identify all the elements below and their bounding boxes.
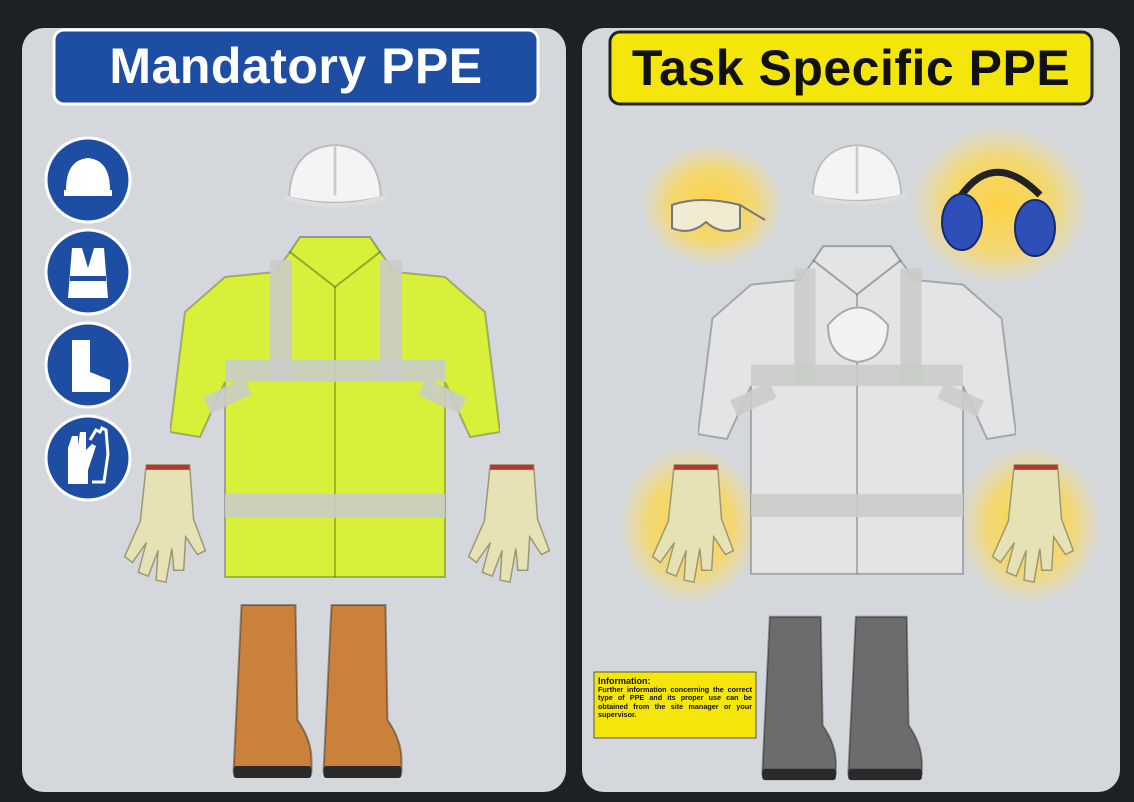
dust-mask	[828, 308, 888, 363]
boot-sign	[46, 323, 130, 407]
poster-art	[0, 0, 1134, 802]
info-text: Further information concerning the corre…	[598, 686, 752, 720]
page: PPE Poster {"left_panel": {"title": "Man…	[0, 0, 1134, 802]
ear-cup	[1015, 200, 1055, 256]
panel-title: Task Specific PPE	[611, 34, 1091, 102]
ear-cup	[942, 194, 982, 250]
info-note: Information: Further information concern…	[598, 676, 752, 720]
sign-glyph	[70, 276, 106, 281]
helmet-sign	[46, 138, 130, 222]
poster: Mandatory PPE Task Specific PPE Informat…	[0, 0, 1134, 802]
highlight-glow	[910, 125, 1090, 285]
panel-title: Mandatory PPE	[56, 32, 536, 100]
gloves-sign	[46, 416, 130, 500]
vest-sign	[46, 230, 130, 314]
